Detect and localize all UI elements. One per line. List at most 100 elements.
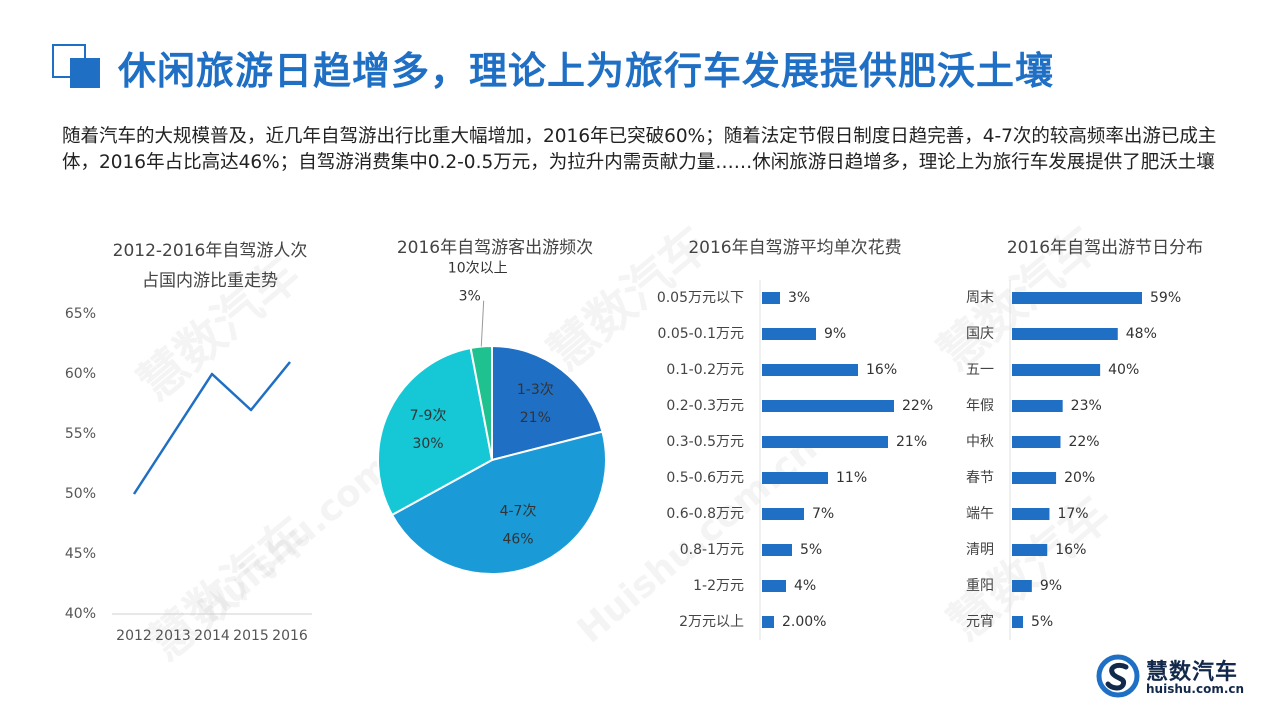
- slice-value-label: 46%: [502, 532, 533, 548]
- holiday-chart-title: 2016年自驾出游节日分布: [1006, 238, 1204, 258]
- bar: [1012, 544, 1048, 556]
- bar: [1012, 364, 1101, 376]
- y-tick-label: 50%: [65, 486, 96, 502]
- spend-chart-title: 2016年自驾游平均单次花费: [688, 238, 902, 258]
- bar-value-label: 20%: [1064, 470, 1095, 486]
- slice-label: 7-9次: [410, 408, 447, 424]
- bar-value-label: 11%: [836, 470, 867, 486]
- holiday-bar-chart: 周末 59% 国庆 48% 五一 40% 年假 23% 中秋 22% 春节 20% 端午 17% 清明 16%…: [966, 280, 1181, 640]
- category-label: 重阳: [966, 578, 994, 594]
- category-label: 0.8-1万元: [680, 542, 744, 558]
- category-label: 年假: [966, 398, 994, 414]
- bar: [1012, 580, 1032, 592]
- bar-value-label: 5%: [800, 542, 822, 558]
- slice-label: 1-3次: [517, 382, 554, 398]
- bar: [1012, 472, 1057, 484]
- bar-value-label: 3%: [788, 290, 810, 306]
- line-chart-title-line: 2012-2016年自驾游人次: [112, 241, 308, 261]
- title-mark-icon: [52, 44, 106, 88]
- bar-value-label: 59%: [1150, 290, 1181, 306]
- category-label: 0.05-0.1万元: [658, 326, 745, 342]
- brand-name: 慧数汽车: [1146, 660, 1239, 685]
- bar-value-label: 22%: [902, 398, 933, 414]
- bar-value-label: 22%: [1068, 434, 1099, 450]
- category-label: 周末: [966, 290, 994, 306]
- x-tick-label: 2012: [116, 628, 152, 644]
- slice-value-label: 3%: [459, 289, 481, 305]
- line-chart: 65% 60% 55% 50% 45% 40% 2012 2013 2014 2015 2016: [65, 306, 312, 644]
- x-tick-label: 2016: [272, 628, 308, 644]
- category-label: 端午: [966, 506, 994, 522]
- pie-slice: [491, 344, 604, 462]
- category-label: 0.6-0.8万元: [666, 506, 744, 522]
- bar-value-label: 17%: [1057, 506, 1088, 522]
- category-label: 0.2-0.3万元: [666, 398, 744, 414]
- page-title: 休闲旅游日趋增多，理论上为旅行车发展提供肥沃土壤: [118, 49, 1055, 93]
- y-tick-label: 40%: [65, 606, 96, 622]
- line-chart-title: 2012-2016年自驾游人次 占国内游比重走势: [60, 236, 360, 296]
- category-label: 0.1-0.2万元: [666, 362, 744, 378]
- bar: [762, 328, 816, 340]
- bar-value-label: 23%: [1071, 398, 1102, 414]
- brand-logo: 慧数汽车 huishu.com.cn: [1096, 652, 1266, 708]
- y-tick-label: 60%: [65, 366, 96, 382]
- y-tick-label: 45%: [65, 546, 96, 562]
- category-label: 1-2万元: [693, 578, 744, 594]
- bar-value-label: 7%: [812, 506, 834, 522]
- slice-value-label: 30%: [412, 436, 443, 452]
- bar-value-label: 4%: [794, 578, 816, 594]
- bar: [1012, 616, 1024, 628]
- bar: [762, 472, 828, 484]
- huishu-logo-icon: [1096, 654, 1140, 698]
- bar: [1012, 400, 1063, 412]
- bar-value-label: 5%: [1031, 614, 1053, 630]
- bar: [1012, 328, 1118, 340]
- series-line: [132, 361, 291, 495]
- bar-value-label: 16%: [866, 362, 897, 378]
- bar-value-label: 9%: [1040, 578, 1062, 594]
- category-label: 国庆: [966, 326, 994, 342]
- bar: [762, 292, 780, 304]
- category-label: 0.5-0.6万元: [666, 470, 744, 486]
- x-tick-label: 2014: [194, 628, 230, 644]
- bar: [762, 616, 774, 628]
- category-label: 0.05万元以下: [657, 290, 744, 306]
- bar-value-label: 40%: [1108, 362, 1139, 378]
- bar-value-label: 9%: [824, 326, 846, 342]
- category-label: 2万元以上: [679, 614, 744, 630]
- bar: [1012, 292, 1142, 304]
- category-label: 元宵: [966, 613, 994, 630]
- x-tick-label: 2013: [155, 628, 191, 644]
- bar: [762, 436, 888, 448]
- bar: [1012, 508, 1050, 520]
- pie-slice: [390, 430, 607, 575]
- bar-value-label: 48%: [1126, 326, 1157, 342]
- bar-value-label: 21%: [896, 434, 927, 450]
- pie-slice: [377, 346, 494, 517]
- bar: [762, 580, 786, 592]
- category-label: 清明: [966, 542, 994, 558]
- bar: [1012, 436, 1061, 448]
- bar: [762, 364, 858, 376]
- pie-chart: 1-3次 21% 4-7次 46% 7-9次 30% 10次以上 3%: [377, 261, 607, 575]
- line-chart-title-line: 占国内游比重走势: [142, 271, 278, 291]
- category-label: 0.3-0.5万元: [666, 434, 744, 450]
- y-tick-label: 55%: [65, 426, 96, 442]
- slice-value-label: 21%: [520, 410, 551, 426]
- category-label: 春节: [966, 470, 994, 486]
- bar: [762, 544, 792, 556]
- bar: [762, 508, 804, 520]
- leader-line: [480, 300, 485, 347]
- category-label: 五一: [966, 362, 994, 378]
- spend-bar-chart: 0.05万元以下 3% 0.05-0.1万元 9% 0.1-0.2万元 16% 0.2-0.…: [657, 280, 933, 640]
- intro-paragraph: 随着汽车的大规模普及，近几年自驾游出行比重大幅增加，2016年已突破60%；随着…: [62, 126, 1217, 173]
- y-tick-label: 65%: [65, 306, 96, 322]
- bar-value-label: 16%: [1055, 542, 1086, 558]
- category-label: 中秋: [966, 434, 994, 450]
- bar-value-label: 2.00%: [782, 614, 826, 630]
- brand-url: huishu.com.cn: [1146, 682, 1245, 696]
- pie-chart-title: 2016年自驾游客出游频次: [396, 238, 594, 258]
- bar: [762, 400, 894, 412]
- slice-label: 4-7次: [500, 504, 537, 520]
